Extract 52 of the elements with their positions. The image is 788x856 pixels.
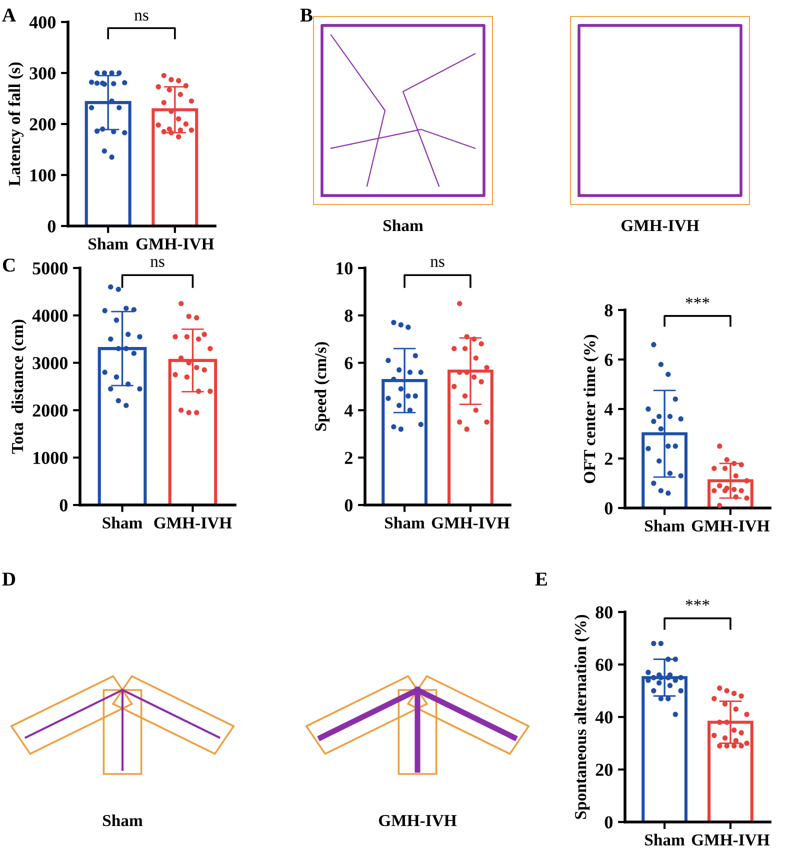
y-tick-label: 0 [60,499,68,512]
y-axis-title: OFT center time (%) [583,334,599,484]
text: ns [430,258,444,267]
y-tick-label: 1000 [34,452,68,464]
text: Sham [103,814,143,826]
chart-title: E [535,572,547,586]
chart-title: A [2,8,16,22]
text: D [2,572,16,586]
x-tick-label: Sham [645,520,685,532]
text: *** [686,298,710,304]
y-axis-title: Tota distance (cm) [11,320,27,454]
y-tick-label: 400 [29,16,56,28]
y-tick-label: 10 [336,262,353,274]
y-tick-label: 6 [344,357,353,370]
y-tick-label: 2000 [32,404,68,417]
y-tick-label: 20 [596,764,613,776]
chart-title: C [2,258,15,272]
text: *** [686,600,710,606]
x-tick-label: GMH-IVH [692,520,770,532]
y-tick-label: 8 [344,310,353,322]
y-tick-label: 4 [344,404,353,416]
text: GMH-IVH [621,220,700,232]
y-tick-label: 5000 [32,262,68,274]
y-axis-title: Speed (cm/s) [314,342,330,431]
text: GMH-IVH [378,814,457,826]
y-tick-label: 3000 [32,357,68,370]
y-axis-title: Latency of fall (s) [8,62,24,186]
y-tick-label: 0 [344,499,353,512]
text: ns [134,12,148,21]
x-tick-label: GMH-IVH [154,517,232,529]
y-tick-label: 0 [604,502,613,514]
y-tick-label: 40 [595,711,613,724]
y-tick-label: 4 [604,403,613,416]
text: B [300,8,312,22]
text: ns [150,258,164,267]
y-tick-label: 2 [604,452,612,465]
x-tick-label: Sham [102,516,142,529]
y-axis-title: Spontaneous alternation (%) [574,614,590,819]
y-tick-label: 6 [604,354,613,366]
x-tick-label: GMH-IVH [432,517,510,529]
y-tick-label: 80 [596,606,613,618]
y-tick-label: 4000 [32,310,68,322]
y-tick-label: 200 [30,118,56,130]
y-tick-label: 100 [30,169,56,182]
y-tick-label: 0 [604,816,613,828]
y-tick-label: 60 [596,658,613,671]
y-tick-label: 8 [604,304,613,316]
y-tick-label: 2 [344,452,352,464]
y-tick-label: 0 [48,220,56,232]
y-tick-label: 300 [30,67,56,80]
text: Sham [384,219,424,232]
x-tick-label: Sham [385,516,425,529]
